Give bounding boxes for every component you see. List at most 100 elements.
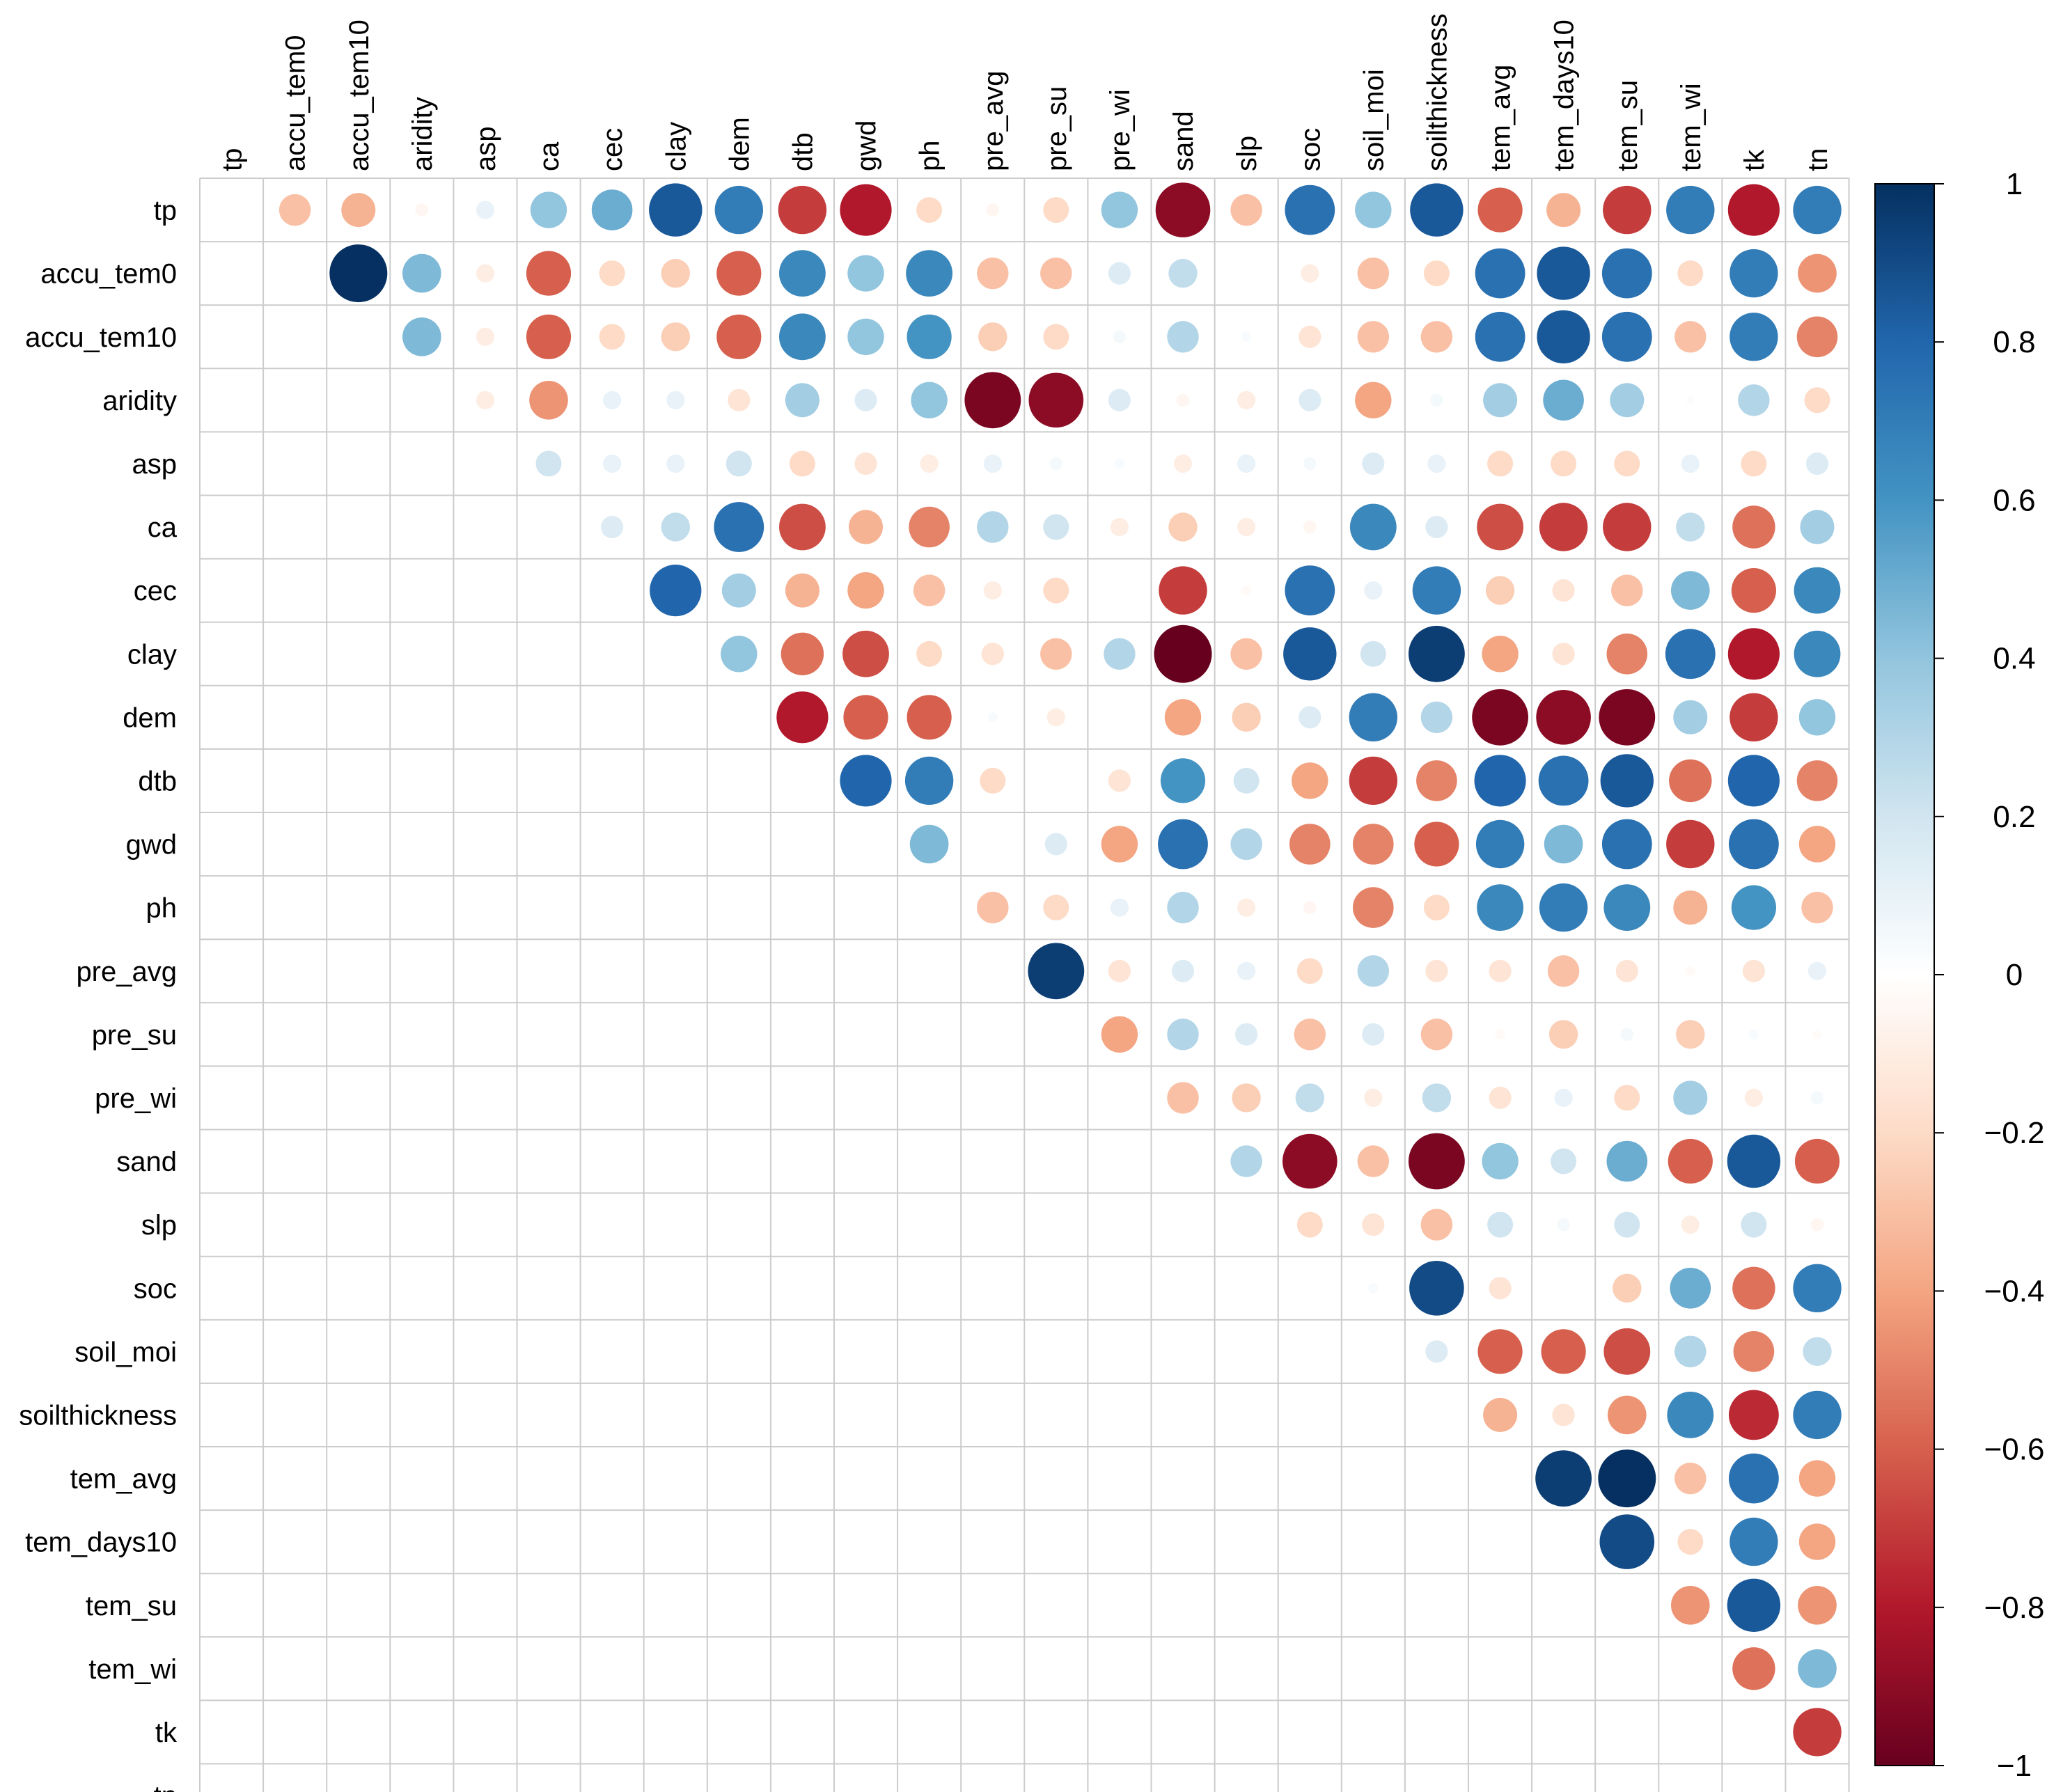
corr-circle-soil_moi-tem_avg: soil_moi / tem_avg: -0.6: [1477, 1329, 1523, 1374]
corr-circle-clay-soil_moi: clay / soil_moi: 0.2: [1360, 640, 1386, 667]
corr-circle-gwd-tk: gwd / tk: 0.75: [1729, 819, 1779, 870]
corr-circle-aridity-dtb: aridity / dtb: 0.35: [785, 383, 819, 418]
corr-circle-dtb-tn: dtb / tn: -0.5: [1796, 760, 1838, 801]
corr-circle-tk-tn: tk / tn: -0.7: [1793, 1708, 1842, 1756]
row-label: cec: [134, 576, 177, 606]
column-label: tn: [1803, 148, 1833, 171]
corr-circle-asp-slp: asp / slp: 0.1: [1237, 454, 1256, 473]
corr-circle-accu_tem0-tem_days10: accu_tem0 / tem_days10: 0.85: [1537, 246, 1590, 300]
corr-circle-accu_tem10-asp: accu_tem10 / asp: -0.1: [476, 327, 495, 346]
corr-circle-dtb-pre_avg: dtb / pre_avg: -0.2: [980, 767, 1006, 794]
row-label: sand: [116, 1147, 177, 1177]
column-labels: tp accu_tem0 accu_tem10 aridity asp ca cec clay…: [217, 13, 1834, 171]
corr-circle-cec-gwd: cec / gwd: -0.4: [847, 572, 884, 609]
corr-circle-cec-pre_avg: cec / pre_avg: -0.1: [983, 581, 1002, 600]
corr-circle-accu_tem10-tem_days10: accu_tem10 / tem_days10: 0.85: [1537, 310, 1590, 363]
corr-circle-accu_tem0-ph: accu_tem0 / ph: 0.65: [906, 250, 952, 297]
corr-circle-ph-soilthickness: ph / soilthickness: -0.2: [1423, 895, 1450, 921]
corr-circle-sand-tk: sand / tk: 0.85: [1727, 1134, 1781, 1188]
corr-circle-pre_wi-soil_moi: pre_wi / soil_moi: -0.1: [1364, 1088, 1383, 1107]
row-label: pre_avg: [76, 957, 177, 987]
corr-circle-pre_wi-tem_su: pre_wi / tem_su: -0.2: [1614, 1085, 1640, 1111]
corr-circle-accu_tem0-asp: accu_tem0 / asp: -0.1: [476, 264, 495, 283]
corr-circle-pre_wi-slp: pre_wi / slp: -0.25: [1232, 1083, 1261, 1113]
corr-circle-sand-tn: sand / tn: -0.6: [1794, 1138, 1840, 1184]
corr-circle-ca-ph: ca / ph: -0.5: [909, 506, 950, 548]
corr-circle-slp-tk: slp / tk: 0.2: [1741, 1211, 1767, 1238]
corr-circle-cec-dem: cec / dem: 0.35: [721, 573, 756, 608]
corr-circle-ca-gwd: ca / gwd: -0.35: [849, 510, 883, 544]
column-label: ph: [915, 141, 946, 172]
corr-circle-soc-tem_avg: soc / tem_avg: -0.15: [1489, 1277, 1512, 1300]
corr-circle-clay-tem_su: clay / tem_su: -0.5: [1606, 634, 1648, 675]
corr-circle-asp-soc: asp / soc: 0.05: [1303, 457, 1317, 471]
colorbar-gradient: [1874, 183, 1935, 1766]
row-label: tem_days10: [25, 1527, 177, 1558]
corr-circle-pre_avg-tn: pre_avg / tn: 0.1: [1807, 961, 1827, 980]
corr-circle-aridity-clay: aridity / clay: 0.1: [666, 391, 685, 409]
corr-circle-pre_avg-tem_wi: pre_avg / tem_wi: -0.03: [1685, 966, 1695, 977]
corr-circle-cec-tem_days10: cec / tem_days10: -0.15: [1552, 579, 1575, 602]
corr-circle-pre_wi-tem_wi: pre_wi / tem_wi: 0.35: [1673, 1080, 1708, 1115]
corr-circle-tp-soil_moi: tp / soil_moi: 0.4: [1355, 191, 1392, 228]
corr-circle-gwd-slp: gwd / slp: 0.3: [1230, 828, 1262, 860]
corr-circle-asp-tn: asp / tn: 0.15: [1805, 452, 1829, 475]
corr-circle-aridity-pre_su: aridity / pre_su: -0.9: [1028, 372, 1084, 428]
corr-circle-sand-tem_avg: sand / tem_avg: 0.4: [1482, 1142, 1519, 1180]
corr-circle-aridity-gwd: aridity / gwd: 0.15: [854, 388, 877, 411]
corr-circle-ca-dem: ca / dem: 0.75: [714, 502, 764, 552]
corr-circle-tp-tem_avg: tp / tem_avg: -0.6: [1477, 187, 1523, 233]
corr-circle-accu_tem0-pre_su: accu_tem0 / pre_su: -0.3: [1040, 257, 1072, 290]
corr-circle-gwd-soil_moi: gwd / soil_moi: -0.5: [1353, 824, 1394, 865]
corr-circle-ca-soc: ca / soc: -0.05: [1303, 520, 1317, 534]
row-label: tn: [154, 1781, 177, 1792]
corr-circle-soc-soilthickness: soc / soilthickness: 0.9: [1409, 1261, 1464, 1316]
corr-circle-dtb-soc: dtb / soc: -0.4: [1292, 762, 1328, 799]
column-label: dem: [724, 117, 755, 171]
corr-circle-accu_tem10-ca: accu_tem10 / ca: -0.6: [526, 314, 572, 359]
corr-circle-asp-cec: asp / cec: 0.1: [603, 454, 622, 473]
corr-circle-slp-soil_moi: slp / soil_moi: -0.15: [1362, 1213, 1385, 1236]
corr-circle-asp-clay: asp / clay: 0.1: [666, 454, 685, 473]
corr-circle-aridity-sand: aridity / sand: -0.05: [1176, 393, 1190, 407]
corr-circle-aridity-ca: aridity / ca: -0.45: [529, 381, 568, 420]
corr-circle-gwd-tem_days10: gwd / tem_days10: 0.45: [1544, 824, 1583, 864]
corr-circle-dem-dtb: dem / dtb: -0.8: [776, 691, 829, 744]
colorbar-tick-label: −0.6: [1984, 1433, 2045, 1467]
corr-circle-ca-tem_days10: ca / tem_days10: -0.7: [1539, 503, 1588, 551]
row-label: soil_moi: [74, 1337, 177, 1367]
corr-circle-pre_wi-soc: pre_wi / soc: 0.25: [1295, 1083, 1325, 1113]
corr-circle-gwd-sand: gwd / sand: 0.75: [1158, 819, 1208, 870]
corr-circle-accu_tem10-cec: accu_tem10 / cec: -0.2: [599, 324, 625, 350]
corr-circle-tp-soilthickness: tp / soilthickness: 0.85: [1410, 183, 1464, 237]
corr-circle-soc-tk: soc / tk: -0.55: [1732, 1266, 1775, 1310]
corr-circle-aridity-pre_wi: aridity / pre_wi: 0.15: [1108, 388, 1131, 411]
row-label: soilthickness: [19, 1400, 177, 1431]
corr-circle-cec-tem_avg: cec / tem_avg: -0.25: [1485, 576, 1515, 605]
corr-circle-soilthickness-tn: soilthickness / tn: 0.7: [1793, 1390, 1842, 1440]
column-label: dtb: [787, 132, 818, 171]
corr-circle-aridity-dem: aridity / dem: -0.15: [728, 388, 751, 411]
corr-circle-ph-tem_wi: ph / tem_wi: -0.35: [1673, 890, 1708, 925]
corr-circle-aridity-slp: aridity / slp: -0.1: [1237, 391, 1256, 409]
corr-circle-pre_su-soc: pre_su / soc: -0.3: [1294, 1019, 1326, 1051]
corr-circle-dem-sand: dem / sand: -0.4: [1164, 699, 1202, 736]
matrix-grid: [199, 178, 1850, 1792]
corr-circle-ca-tem_avg: ca / tem_avg: -0.65: [1477, 503, 1524, 551]
corr-circle-ca-slp: ca / slp: -0.1: [1237, 517, 1256, 537]
column-label: tem_avg: [1486, 65, 1516, 171]
corr-circle-soil_moi-soilthickness: soil_moi / soilthickness: 0.15: [1425, 1340, 1448, 1363]
column-label: gwd: [852, 120, 882, 171]
corr-circle-aridity-tem_days10: aridity / tem_days10: 0.5: [1543, 379, 1584, 421]
corr-circle-dem-tem_wi: dem / tem_wi: 0.35: [1673, 700, 1708, 734]
corr-circle-ca-dtb: ca / dtb: -0.65: [779, 503, 826, 551]
corr-circle-accu_tem10-sand: accu_tem10 / sand: 0.3: [1167, 321, 1199, 353]
column-label: sand: [1168, 111, 1199, 171]
row-label: tp: [154, 196, 177, 226]
corr-circle-ca-clay: ca / clay: 0.25: [661, 512, 690, 542]
corr-circle-sand-soilthickness: sand / soilthickness: -0.95: [1408, 1133, 1465, 1190]
corr-circle-asp-tem_wi: asp / tem_wi: 0.1: [1681, 454, 1700, 473]
corr-circle-tp-tem_days10: tp / tem_days10: -0.35: [1546, 193, 1581, 228]
